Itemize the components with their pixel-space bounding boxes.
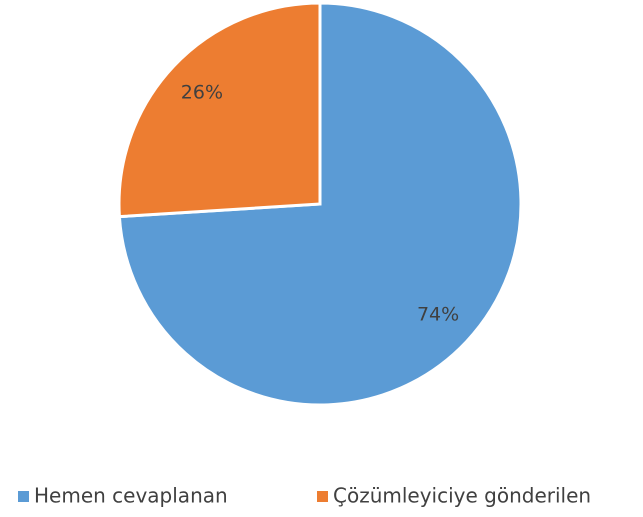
- legend-label: Çözümleyiciye gönderilen: [333, 484, 591, 508]
- legend-swatch: [317, 491, 328, 502]
- data-labels: 74% 26%: [181, 82, 459, 326]
- data-label: 74%: [417, 303, 459, 325]
- data-label: 26%: [181, 82, 223, 104]
- pie: [117, 1, 523, 407]
- pie-slice: [117, 1, 322, 219]
- legend-swatch: [18, 491, 29, 502]
- legend: Hemen cevaplanan Çözümleyiciye gönderilen: [18, 484, 591, 508]
- legend-label: Hemen cevaplanan: [34, 484, 228, 508]
